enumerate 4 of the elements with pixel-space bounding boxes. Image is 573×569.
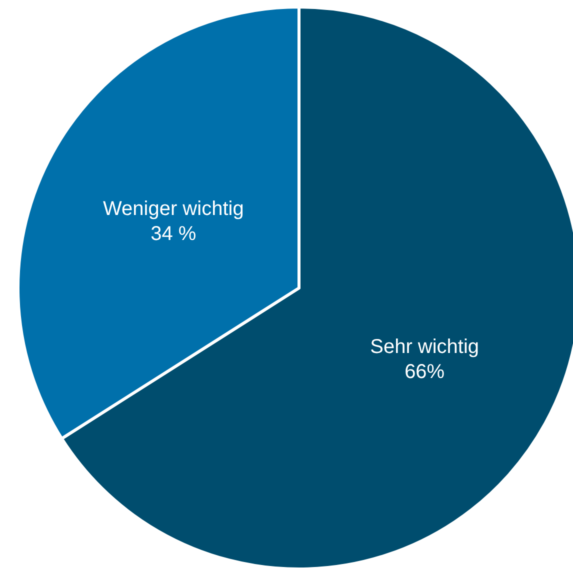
data-label: 66% — [404, 361, 445, 384]
slice-label: Sehr wichtig — [370, 336, 480, 358]
data-label: 34 % — [150, 222, 196, 245]
slice-label: Weniger wichtig — [103, 198, 244, 220]
